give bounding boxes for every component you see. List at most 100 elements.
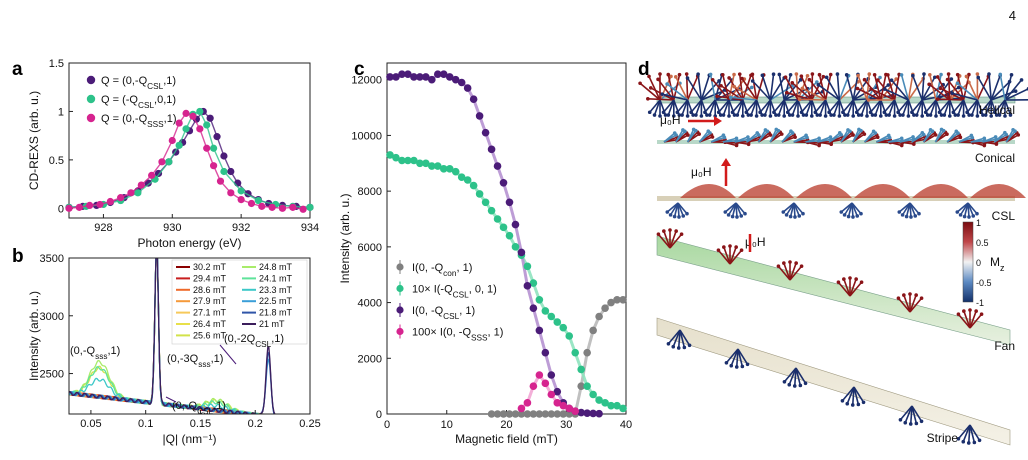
helical-spin [791, 82, 813, 101]
helical-spin [805, 99, 813, 116]
data-point [410, 73, 418, 81]
data-point [535, 410, 544, 418]
helical-spin [921, 76, 936, 101]
data-point [499, 410, 508, 418]
spin-head [758, 110, 762, 115]
helical-spin [728, 77, 744, 101]
helical-spin [911, 99, 923, 113]
data-point [86, 201, 94, 210]
spin-head [685, 114, 690, 118]
spin-head [949, 77, 954, 81]
y-tick-label: 0.5 [49, 155, 64, 167]
legend-entry: 10× I(-QCSL, 0, 1) [412, 284, 497, 300]
spin-head [793, 215, 797, 219]
stripe-spin [909, 405, 913, 425]
spin-head [856, 402, 861, 407]
x-tick-label: 40 [620, 419, 632, 431]
spin-head [768, 114, 773, 118]
data-point [182, 109, 190, 117]
helical-spin [681, 99, 689, 116]
spin-head [732, 84, 737, 89]
spin-head [735, 215, 739, 219]
spin-head [975, 114, 980, 118]
helical-spin [833, 99, 841, 116]
spin-head [679, 232, 684, 237]
data-point [451, 167, 460, 176]
spin-head [836, 280, 841, 285]
spin-head [677, 72, 682, 77]
legend-entry: 29.4 mT [193, 273, 227, 283]
data-point [547, 371, 556, 379]
spin-head [932, 75, 937, 80]
csl-soliton [912, 184, 968, 198]
helical-spin [971, 99, 979, 116]
spin-head [870, 113, 875, 117]
data-point [511, 220, 520, 229]
data-point [529, 410, 538, 418]
data-point [422, 73, 430, 81]
peak-annotation: (0,-2QCSL,1) [224, 333, 284, 349]
legend-marker [396, 306, 404, 314]
spin-head [794, 261, 798, 265]
colorbar [962, 221, 974, 303]
stripe-spin [969, 424, 976, 443]
helical-spin [988, 74, 992, 101]
data-point [203, 121, 211, 129]
conical-spin [817, 136, 831, 143]
spin-head [1013, 89, 1018, 93]
data-point [439, 165, 448, 173]
field-label: μ₀H [660, 113, 681, 127]
spin-head [763, 113, 767, 117]
helical-spin [722, 99, 730, 116]
spin-head [857, 127, 861, 132]
helical-spin [769, 77, 785, 101]
spin-head [922, 72, 926, 76]
annotation-arrow [165, 396, 177, 403]
data-point [398, 70, 406, 78]
x-tick-label: 930 [163, 222, 181, 234]
helical-spin [700, 74, 711, 101]
spin-head [749, 113, 753, 117]
data-point [601, 399, 609, 407]
y-tick-label: 1.5 [49, 58, 64, 70]
fan-spin [909, 297, 923, 313]
spin-head [884, 113, 889, 117]
spin-head [937, 110, 942, 115]
helical-spin [733, 85, 758, 101]
legend-marker [396, 327, 404, 336]
conical-spin [698, 130, 709, 143]
spin-head [1008, 113, 1013, 117]
panel-label-b: b [12, 246, 24, 267]
spin-head [856, 113, 861, 117]
spin-head [696, 72, 700, 77]
helical-spin [873, 74, 882, 101]
helical-spin [949, 81, 970, 101]
csl-soliton [738, 184, 794, 198]
spin-head [848, 276, 852, 280]
panel-label-d: d [638, 59, 650, 80]
helical-spin [718, 99, 730, 113]
plot-area [69, 258, 276, 414]
spin-head [983, 113, 988, 117]
spin-head [837, 131, 842, 135]
spin-head [914, 421, 919, 426]
spectrum-line [69, 258, 276, 414]
panel-a: 928 930 932 934 0 0.5 1 1.5 Photon energy (eV) CD… [27, 58, 319, 250]
legend-entry: 21.8 mT [259, 308, 293, 318]
spin-head [855, 214, 860, 218]
data-point [505, 231, 514, 240]
spin-head [970, 113, 974, 117]
fan-spin [669, 230, 677, 249]
spin-head [805, 74, 810, 78]
x-tick-label: 934 [301, 222, 319, 234]
helical-spin [846, 99, 854, 116]
spin-head [920, 114, 924, 118]
spin-head [989, 114, 993, 118]
spin-head [1011, 128, 1015, 132]
data-point [607, 401, 615, 410]
helical-spin [755, 74, 765, 101]
spin-head [945, 77, 950, 82]
spin-head [967, 72, 971, 77]
helical-spin [751, 74, 758, 101]
spin-head [796, 114, 800, 118]
